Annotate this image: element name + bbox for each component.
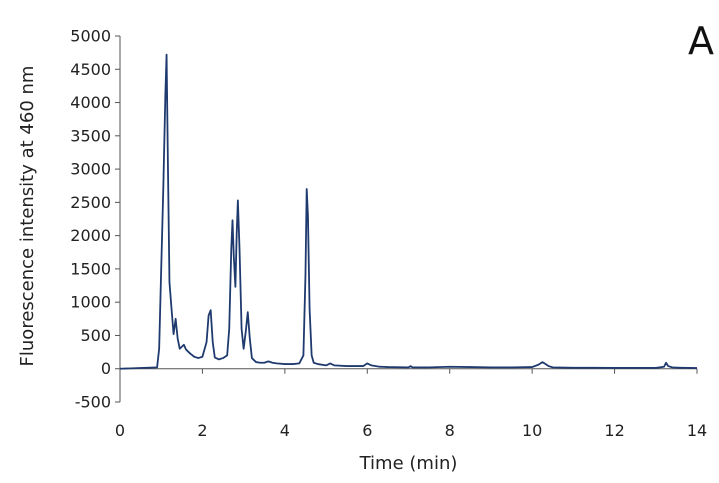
y-tick-label: 4500 (70, 60, 111, 79)
panel-label: A (688, 19, 714, 63)
x-ticks: 0 2 4 6 8 10 12 14 (115, 368, 707, 440)
x-tick-label: 12 (604, 421, 624, 440)
x-axis: 0 2 4 6 8 10 12 14 (115, 368, 707, 440)
y-tick-label: 1500 (70, 259, 111, 278)
y-tick-label: 2000 (70, 226, 111, 245)
x-tick-label: 4 (280, 421, 290, 440)
y-tick-label: 1000 (70, 293, 111, 312)
x-axis-title: Time (min) (359, 453, 458, 474)
y-tick-label: 2500 (70, 193, 111, 212)
series-line (119, 53, 698, 370)
x-tick-label: 14 (687, 421, 707, 440)
y-tick-label: 5000 (70, 27, 111, 46)
y-tick-label: 0 (101, 359, 111, 378)
y-tick-label: 4000 (70, 93, 111, 112)
x-tick-label: 10 (522, 421, 542, 440)
y-tick-label: 500 (80, 326, 111, 345)
x-tick-label: 0 (115, 421, 125, 440)
y-axis: -500 0 500 1000 1500 2000 2500 3000 3500 4000 4500… (70, 27, 121, 412)
x-tick-label: 2 (197, 421, 207, 440)
y-ticks: -500 0 500 1000 1500 2000 2500 3000 3500 4000 4500… (70, 27, 120, 412)
y-axis-title: Fluorescence intensity at 460 nm (17, 66, 38, 367)
y-tick-label: 3500 (70, 126, 111, 145)
x-tick-label: 6 (362, 421, 372, 440)
y-tick-label: -500 (75, 393, 111, 412)
y-tick-label: 3000 (70, 160, 111, 179)
x-tick-label: 8 (445, 421, 455, 440)
